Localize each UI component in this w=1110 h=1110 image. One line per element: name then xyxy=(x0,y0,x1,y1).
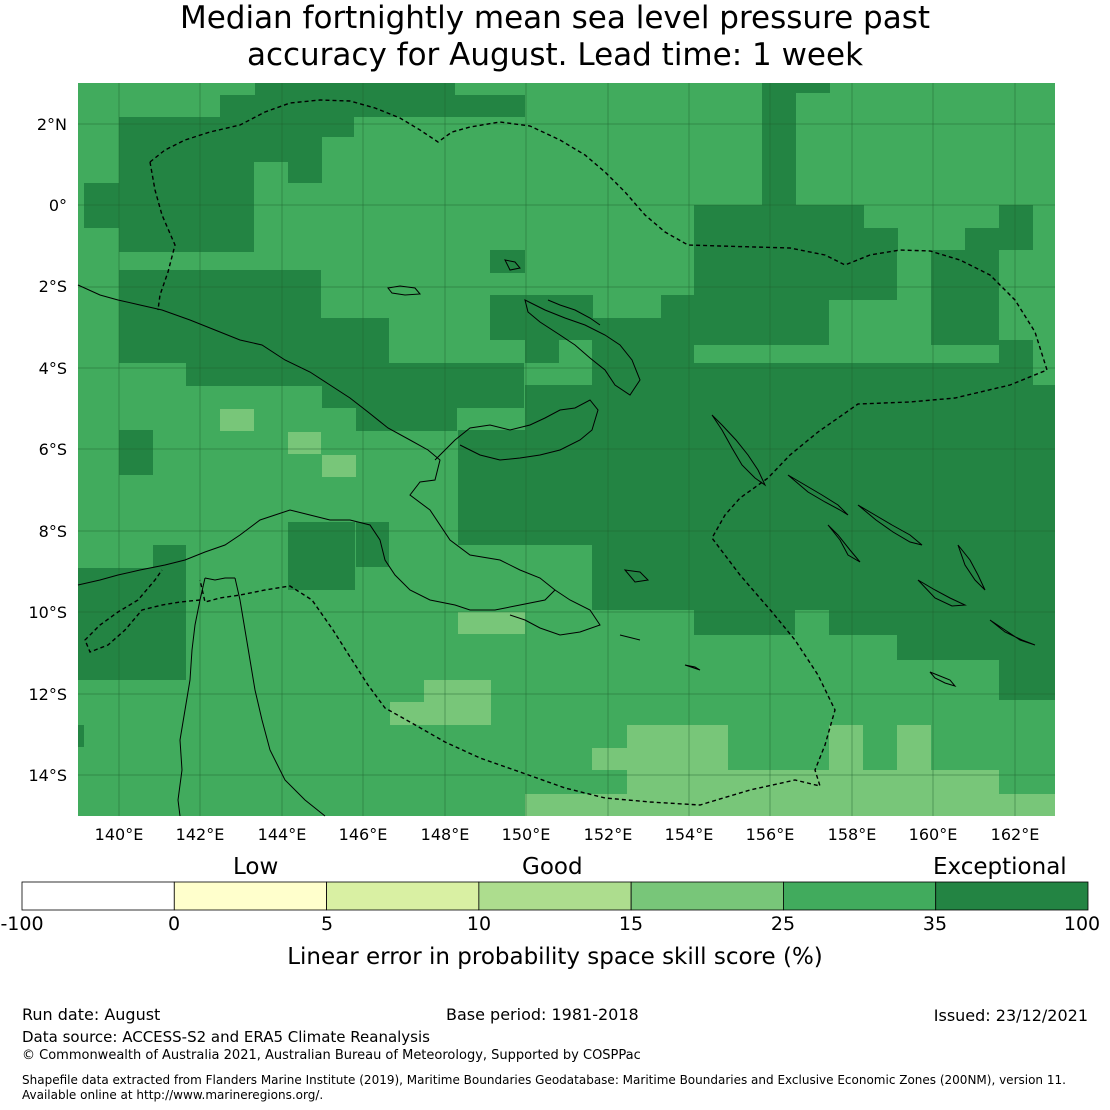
category-good: Good xyxy=(522,854,583,880)
lat-label: 10°S xyxy=(28,603,67,622)
new-ireland-coastline xyxy=(547,299,601,326)
lon-label: 146°E xyxy=(339,825,388,844)
colorbar-segment xyxy=(21,881,175,911)
new-britain-coastline xyxy=(524,299,641,396)
bougainville-coastline xyxy=(711,414,767,487)
colorbar-tick: 35 xyxy=(922,913,948,935)
lat-label: 2°S xyxy=(39,277,67,296)
coastlines xyxy=(77,259,1036,817)
gridlines xyxy=(78,83,1055,816)
torres-strait-islands xyxy=(204,577,235,581)
lat-label: 6°S xyxy=(39,440,67,459)
australia-coastline xyxy=(177,577,326,817)
solomon-islands-coastline xyxy=(787,474,1036,646)
longitude-labels: 140°E 142°E 144°E 146°E 148°E 150°E 152°… xyxy=(95,825,1040,844)
copyright: © Commonwealth of Australia 2021, Austra… xyxy=(22,1048,641,1063)
eez-boundaries xyxy=(84,99,1048,806)
colorbar-tick: 5 xyxy=(320,913,334,935)
lat-label: 4°S xyxy=(39,359,67,378)
lat-label: 14°S xyxy=(28,766,67,785)
lon-label: 156°E xyxy=(746,825,795,844)
north-coast-new-guinea xyxy=(434,399,599,461)
colorbar-label: Linear error in probability space skill … xyxy=(287,944,823,970)
lon-label: 148°E xyxy=(421,825,470,844)
lon-label: 154°E xyxy=(665,825,714,844)
colorbar-segment xyxy=(326,881,480,911)
run-date: Run date: August xyxy=(22,1005,161,1024)
southern-peninsula-coastline xyxy=(509,589,601,636)
lon-label: 142°E xyxy=(176,825,225,844)
colorbar-segment xyxy=(478,881,632,911)
shapefile-credit-2: Available online at http://www.marinereg… xyxy=(22,1088,324,1102)
lon-label: 144°E xyxy=(258,825,307,844)
lon-label: 140°E xyxy=(95,825,144,844)
admiralty-islands xyxy=(387,259,521,296)
colorbar-segment xyxy=(935,881,1089,911)
colorbar-tick: 15 xyxy=(618,913,644,935)
lon-label: 150°E xyxy=(502,825,551,844)
shapefile-credit-1: Shapefile data extracted from Flanders M… xyxy=(22,1073,1066,1087)
lon-label: 152°E xyxy=(584,825,633,844)
png-eez-boundary xyxy=(149,99,1048,806)
vanuatu-islands xyxy=(929,671,957,687)
colorbar-tick: 10 xyxy=(466,913,492,935)
colorbar xyxy=(21,881,1089,911)
data-source: Data source: ACCESS-S2 and ERA5 Climate … xyxy=(22,1028,430,1046)
lon-label: 158°E xyxy=(828,825,877,844)
lat-label: 8°S xyxy=(39,522,67,541)
colorbar-tick: 25 xyxy=(770,913,796,935)
exceptional-regions xyxy=(78,83,1055,747)
good-regions xyxy=(220,409,1055,816)
issued-date: Issued: 23/12/2021 xyxy=(933,1006,1088,1025)
latitude-labels: 2°N 0° 2°S 4°S 6°S 8°S 10°S 12°S 14°S xyxy=(28,115,67,785)
title-line-1: Median fortnightly mean sea level pressu… xyxy=(179,0,931,36)
colorbar-tick: -100 xyxy=(0,913,44,935)
colorbar-segment xyxy=(783,881,937,911)
title-line-2: accuracy for August. Lead time: 1 week xyxy=(246,37,864,73)
lat-label: 0° xyxy=(49,196,67,215)
lon-label: 162°E xyxy=(991,825,1040,844)
lat-label: 12°S xyxy=(28,685,67,704)
colorbar-tick: 100 xyxy=(1063,913,1101,935)
chart-title: Median fortnightly mean sea level pressu… xyxy=(0,0,1110,74)
category-exceptional: Exceptional xyxy=(933,854,1067,880)
colorbar-segment xyxy=(630,881,784,911)
new-guinea-coastline xyxy=(77,284,556,611)
lat-label: 2°N xyxy=(37,115,67,134)
lon-label: 160°E xyxy=(909,825,958,844)
colorbar-tick: 0 xyxy=(167,913,181,935)
louisiade-islands xyxy=(619,569,701,671)
west-papua-boundary xyxy=(84,569,201,653)
category-low: Low xyxy=(233,854,279,880)
colorbar-segment xyxy=(173,881,327,911)
base-period: Base period: 1981-2018 xyxy=(446,1005,639,1024)
